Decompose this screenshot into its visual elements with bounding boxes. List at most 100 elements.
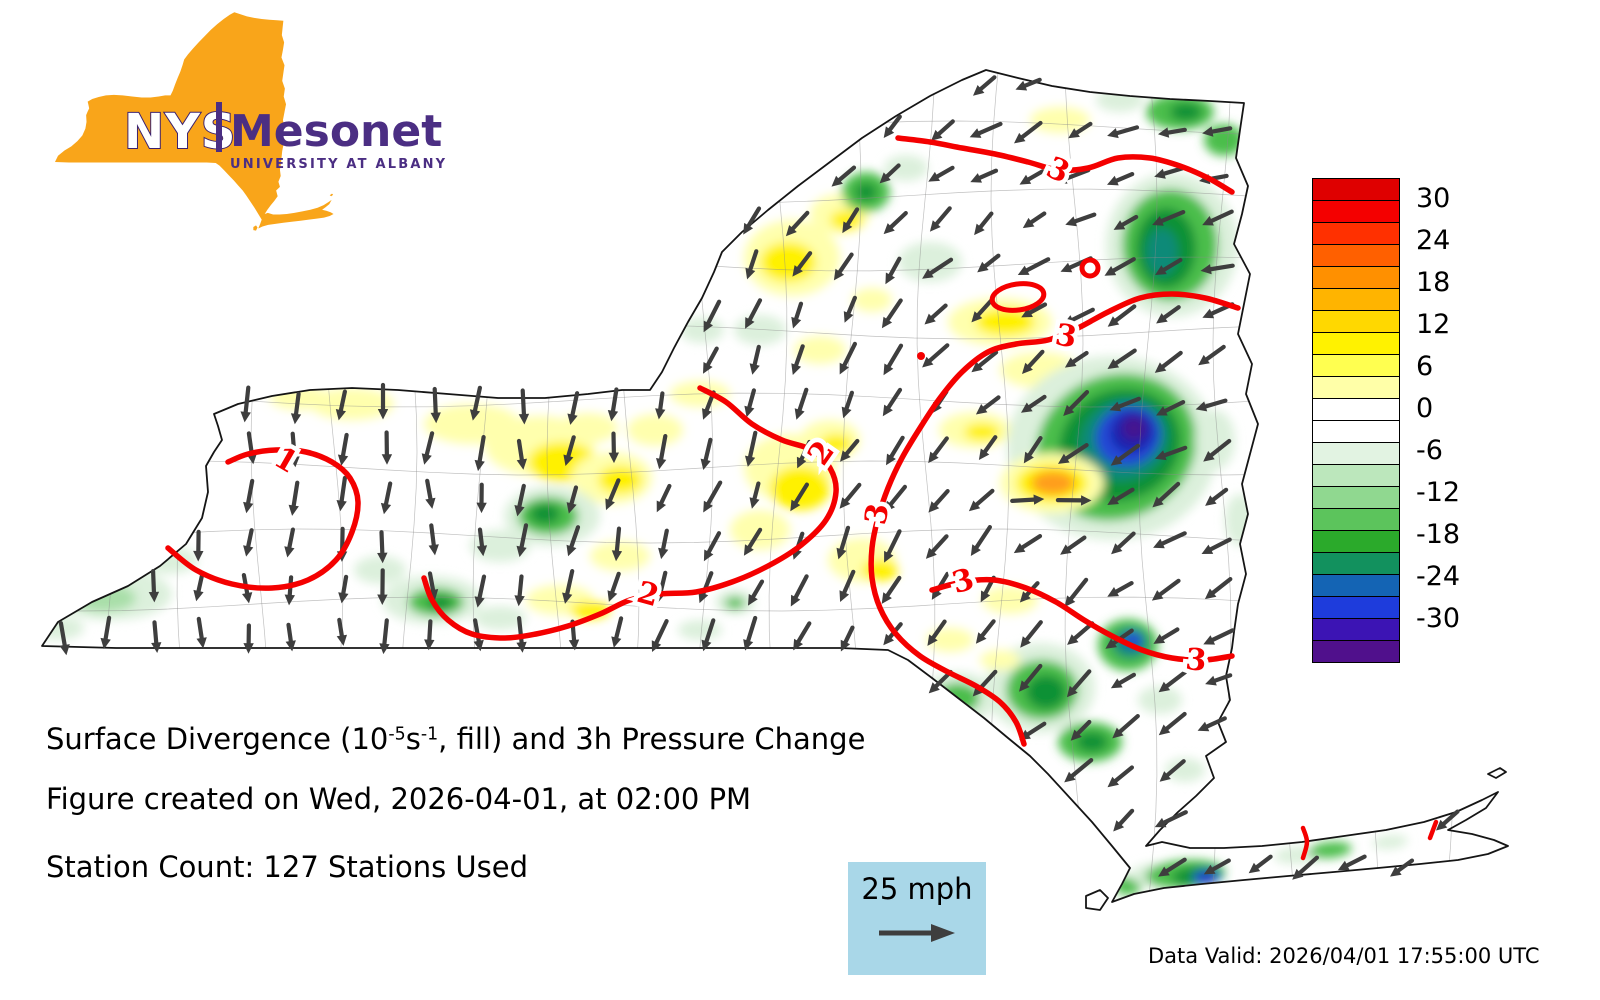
wind-arrow xyxy=(1390,858,1415,877)
wind-arrow xyxy=(791,301,804,329)
colorbar-cell xyxy=(1313,266,1399,288)
wind-arrow-shaft xyxy=(424,431,435,459)
wind-arrow-head xyxy=(1111,543,1123,555)
colorbar-tick-label: -6 xyxy=(1416,435,1443,466)
wind-arrow-shaft xyxy=(337,617,345,640)
wind-arrow-head xyxy=(975,404,988,415)
colorbar-tick-label: 12 xyxy=(1416,309,1451,340)
wind-arrow xyxy=(1064,757,1094,783)
wind-arrow xyxy=(193,529,204,562)
wind-arrow-head xyxy=(745,267,756,280)
wind-arrow-head xyxy=(655,408,666,420)
colorbar-cell xyxy=(1313,464,1399,486)
wind-arrow-head xyxy=(970,544,981,556)
wind-arrow-head xyxy=(335,409,346,421)
wind-arrow xyxy=(1107,304,1137,327)
wind-arrow-shaft xyxy=(1161,400,1186,414)
wind-scale-label: 25 mph xyxy=(861,872,973,906)
fill-region xyxy=(1138,686,1182,714)
wind-arrow-head xyxy=(1197,721,1210,732)
wind-arrow-head xyxy=(607,590,618,602)
colorbar-tick-label: -12 xyxy=(1416,477,1461,508)
wind-arrow-head xyxy=(516,458,527,470)
wind-arrow-shaft xyxy=(658,434,668,463)
wind-arrow-shaft xyxy=(703,618,716,646)
wind-arrow-head xyxy=(518,413,530,425)
wind-arrow-shaft xyxy=(339,475,347,505)
wind-arrow-shaft xyxy=(1115,443,1141,463)
wind-arrow-head xyxy=(831,175,843,187)
wind-arrow xyxy=(1195,398,1228,412)
wind-arrow-head xyxy=(840,639,851,652)
colorbar-tick-label: 18 xyxy=(1416,267,1451,298)
wind-arrow-head xyxy=(1070,729,1082,741)
fill-region xyxy=(1096,88,1144,112)
wind-arrow-shaft xyxy=(927,257,954,277)
wind-arrow-shaft xyxy=(152,620,159,647)
wind-arrow-head xyxy=(1155,450,1167,461)
wind-arrow xyxy=(928,436,949,464)
wind-arrow-head xyxy=(611,636,622,648)
wind-arrow-shaft xyxy=(1074,719,1092,737)
colorbar-cell xyxy=(1313,552,1399,574)
wind-arrow-head xyxy=(1155,265,1167,275)
wind-arrow xyxy=(881,575,902,604)
wind-arrow-head xyxy=(1064,595,1076,607)
wind-arrow-head xyxy=(1055,174,1068,184)
wind-arrow xyxy=(381,430,393,465)
wind-arrow xyxy=(1198,344,1226,366)
colorbar-cell xyxy=(1313,200,1399,222)
wind-arrow-shaft xyxy=(291,480,300,510)
wind-arrow-head xyxy=(1060,262,1073,273)
wind-arrow-head xyxy=(1248,862,1261,874)
wind-arrow xyxy=(839,482,862,509)
wind-arrow-shaft xyxy=(383,481,393,508)
fill-region xyxy=(354,556,406,584)
wind-arrow-shaft xyxy=(745,615,758,645)
wind-arrow-shaft xyxy=(793,344,805,369)
wind-arrow-head xyxy=(883,363,894,376)
wind-arrow xyxy=(1110,443,1141,466)
wind-arrow-shaft xyxy=(1115,531,1136,551)
wind-arrow xyxy=(1202,126,1233,137)
wind-arrow-shaft xyxy=(1112,487,1135,503)
wind-arrow-head xyxy=(605,498,615,511)
wind-arrow-head xyxy=(884,550,894,563)
wind-arrow xyxy=(703,531,722,562)
pressure-contour-ring xyxy=(989,281,1047,313)
wind-arrow-head xyxy=(1104,266,1117,276)
wind-arrow xyxy=(703,299,722,333)
wind-arrow xyxy=(973,75,997,96)
wind-arrow-head xyxy=(1113,820,1125,832)
contour-label: 1 xyxy=(268,440,304,481)
colorbar-cell xyxy=(1313,420,1399,442)
wind-arrow xyxy=(658,528,669,560)
wind-arrow xyxy=(196,616,207,649)
wind-arrow-head xyxy=(424,639,435,651)
fill-region xyxy=(1026,675,1066,709)
wind-arrow-head xyxy=(514,505,525,517)
wind-arrow xyxy=(337,432,349,466)
wind-arrow xyxy=(974,211,994,236)
station-count-text: Station Count: 127 Stations Used xyxy=(46,850,529,884)
wind-arrow xyxy=(651,618,669,652)
wind-arrow-shaft xyxy=(196,572,205,596)
pressure-contour-line xyxy=(929,576,1235,663)
wind-arrow xyxy=(1067,621,1095,645)
wind-arrow-shaft xyxy=(795,251,813,272)
wind-arrow-shaft xyxy=(795,621,812,646)
wind-arrow-head xyxy=(1113,220,1126,230)
wind-arrow-shaft xyxy=(1159,350,1183,370)
wind-arrow-shaft xyxy=(569,391,580,419)
wind-arrow-head xyxy=(1064,771,1076,783)
wind-arrow-shaft xyxy=(1211,673,1233,684)
wind-arrow xyxy=(563,435,576,466)
contour-label: 3 xyxy=(1184,642,1208,679)
wind-arrow-shaft xyxy=(1253,854,1273,871)
wind-arrow xyxy=(1111,531,1136,555)
wind-arrow-shaft xyxy=(1116,808,1135,828)
wind-arrow-head xyxy=(284,546,295,558)
wind-arrow-head xyxy=(284,594,295,606)
wind-arrow xyxy=(927,619,947,646)
wind-arrow xyxy=(1020,620,1043,648)
